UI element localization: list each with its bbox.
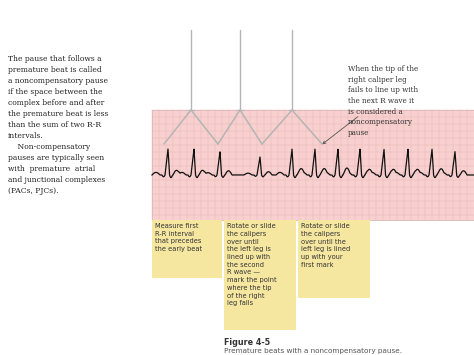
Bar <box>298 220 370 298</box>
Text: Rotate or slide
the calipers
over until
the left leg is
lined up with
the second: Rotate or slide the calipers over until … <box>227 223 277 306</box>
Bar <box>152 110 474 220</box>
Text: The pause that follows a
premature beat is called
a noncompensatory pause
if the: The pause that follows a premature beat … <box>8 55 109 195</box>
Bar <box>224 220 296 330</box>
Bar <box>152 220 222 278</box>
Text: Rotate or slide
the calipers
over until the
left leg is lined
up with your
first: Rotate or slide the calipers over until … <box>301 223 350 268</box>
Text: Measure first
R-R interval
that precedes
the early beat: Measure first R-R interval that precedes… <box>155 223 202 252</box>
Text: Figure 4-5: Figure 4-5 <box>224 338 270 347</box>
Text: Premature beats with a noncompensatory pause.: Premature beats with a noncompensatory p… <box>224 348 402 354</box>
Text: When the tip of the
right caliper leg
fails to line up with
the next R wave it
i: When the tip of the right caliper leg fa… <box>348 65 418 137</box>
